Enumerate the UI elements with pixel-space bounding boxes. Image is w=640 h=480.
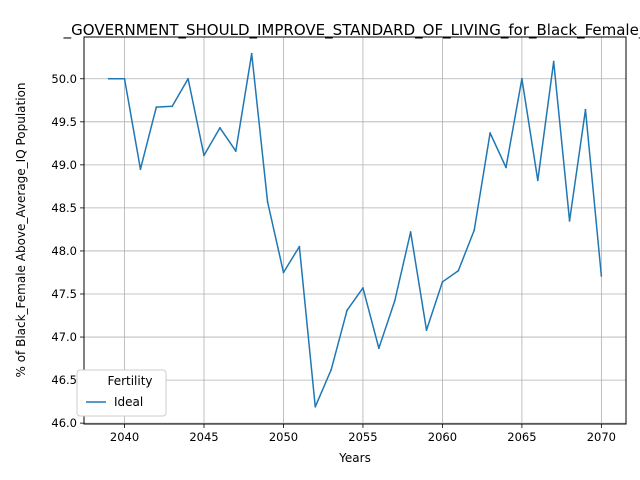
data-point: [218, 126, 221, 129]
data-point: [346, 309, 348, 312]
y-tick-label: 48.5: [51, 201, 77, 215]
data-point: [568, 219, 571, 222]
data-point: [314, 405, 317, 408]
data-point: [489, 132, 492, 134]
data-point: [536, 179, 539, 182]
legend-label-ideal: Ideal: [114, 395, 143, 409]
grid-lines: [84, 37, 626, 424]
x-tick-label: 2045: [189, 430, 218, 444]
data-point: [393, 299, 396, 302]
x-tick-label: 2065: [507, 430, 536, 444]
plot-frame: [83, 36, 627, 425]
y-tick-label: 49.0: [51, 158, 77, 172]
data-point: [600, 275, 603, 277]
data-point: [441, 281, 444, 283]
data-point: [171, 105, 174, 108]
data-point: [139, 168, 142, 171]
y-tick-label: 47.5: [51, 287, 77, 301]
legend-box: [76, 369, 167, 417]
data-point: [505, 166, 507, 169]
x-tick-label: 2050: [269, 430, 298, 444]
legend: Fertility Ideal: [76, 369, 167, 417]
data-point: [282, 271, 285, 274]
legend-title: Fertility: [107, 374, 152, 388]
y-tick-label: 46.5: [51, 373, 77, 387]
data-point: [457, 269, 460, 272]
y-axis: 46.0 46.5 47.0 47.5 48.0 48.5 49.0 49.5 50.0: [51, 72, 84, 430]
x-tick-label: 2040: [110, 430, 139, 444]
chart-title: _GOVERNMENT_SHOULD_IMPROVE_STANDARD_OF_L…: [63, 21, 640, 40]
data-point: [266, 200, 269, 203]
data-point: [409, 231, 412, 233]
data-point: [584, 108, 587, 111]
x-axis-label: Years: [338, 451, 371, 465]
series-layer: [107, 52, 603, 408]
data-point: [425, 329, 428, 332]
data-point: [330, 368, 333, 371]
y-tick-label: 50.0: [51, 72, 77, 86]
data-point: [362, 287, 364, 289]
y-axis-label: % of Black_Female Above_Average_IQ Popul…: [14, 82, 28, 377]
data-point: [250, 52, 253, 55]
y-tick-label: 47.0: [51, 330, 77, 344]
y-tick-label: 49.5: [51, 115, 77, 129]
data-point: [203, 154, 205, 157]
data-point: [123, 77, 126, 80]
data-point: [473, 229, 476, 232]
y-tick-label: 48.0: [51, 244, 77, 258]
data-point: [552, 60, 555, 63]
data-point: [377, 347, 380, 350]
data-point: [155, 106, 158, 109]
data-point: [187, 77, 190, 80]
x-axis: 2040 2045 2050 2055 2060 2065 2070: [110, 424, 616, 444]
y-tick-label: 46.0: [51, 416, 77, 430]
x-tick-label: 2070: [587, 430, 616, 444]
data-point: [298, 245, 301, 248]
data-point: [107, 77, 110, 80]
data-point: [520, 77, 523, 80]
series-line-ideal: [108, 53, 603, 408]
x-tick-label: 2060: [428, 430, 457, 444]
data-point: [234, 150, 237, 152]
x-tick-label: 2055: [348, 430, 377, 444]
